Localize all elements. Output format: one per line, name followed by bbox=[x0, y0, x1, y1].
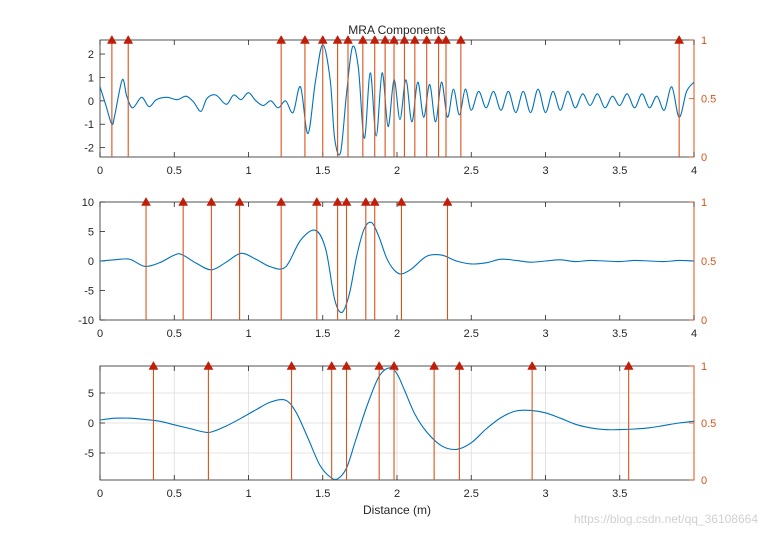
x-tick-label: 3 bbox=[542, 165, 548, 177]
stem-marker bbox=[429, 360, 440, 370]
x-tick-label: 0.5 bbox=[167, 488, 182, 500]
y2-tick-label: 1 bbox=[701, 35, 707, 47]
y2-tick-label: 0 bbox=[701, 152, 707, 164]
x-tick-label: 0 bbox=[97, 165, 103, 177]
stem-marker bbox=[527, 360, 538, 370]
stem-marker bbox=[326, 360, 337, 370]
stem-marker bbox=[389, 360, 399, 370]
stem-marker bbox=[203, 360, 214, 370]
y-tick-label: -5 bbox=[84, 448, 94, 460]
y-tick-label: -5 bbox=[84, 286, 94, 298]
y-tick-label: 0 bbox=[88, 256, 94, 268]
stem-marker bbox=[106, 34, 117, 44]
stem-marker bbox=[442, 196, 453, 206]
stem-marker bbox=[380, 34, 391, 44]
x-tick-label: 2.5 bbox=[464, 328, 479, 340]
y2-tick-label: 1 bbox=[701, 197, 707, 209]
x-tick-label: 1.5 bbox=[315, 328, 330, 340]
x-tick-label: 0 bbox=[97, 488, 103, 500]
stem-marker bbox=[276, 196, 287, 206]
x-tick-label: 4 bbox=[691, 328, 697, 340]
stem-marker bbox=[343, 34, 353, 44]
signal-line-1 bbox=[100, 221, 694, 314]
x-tick-label: 0 bbox=[97, 328, 103, 340]
stem-marker bbox=[341, 196, 352, 206]
stem-marker bbox=[369, 34, 380, 44]
x-tick-label: 3.5 bbox=[612, 488, 627, 500]
x-tick-label: 1.5 bbox=[315, 165, 330, 177]
y2-tick-label: 0.5 bbox=[701, 94, 716, 106]
x-tick-label: 3.5 bbox=[612, 328, 627, 340]
subplot-2: 0 0.5 1 1.5 2 2.5 3 3.5 4 -10 -5 0 5 10 0 0.5 1 bbox=[78, 196, 716, 340]
x-tick-label: 2 bbox=[394, 328, 400, 340]
x-tick-label: 2 bbox=[394, 165, 400, 177]
y-tick-label: 5 bbox=[88, 388, 94, 400]
stem-marker bbox=[317, 34, 328, 44]
chart-title: MRA Components bbox=[348, 23, 445, 37]
x-tick-label: 3 bbox=[542, 328, 548, 340]
stem-marker bbox=[148, 360, 159, 370]
y-tick-label: 1 bbox=[88, 72, 94, 84]
stem-marker bbox=[441, 34, 451, 44]
x-tick-label: 1 bbox=[245, 488, 251, 500]
y-tick-label: -2 bbox=[84, 143, 94, 155]
stem-marker bbox=[123, 34, 134, 44]
y-tick-label: -1 bbox=[84, 119, 94, 131]
x-tick-label: 3.5 bbox=[612, 165, 627, 177]
stem-marker bbox=[276, 34, 287, 44]
stem-marker bbox=[332, 196, 343, 206]
stem-marker bbox=[409, 34, 420, 44]
subplot-3: 0 0.5 1 1.5 2 2.5 3 3.5 -5 0 5 0 0.5 1 Distance (m) bbox=[84, 360, 716, 517]
stem-marker bbox=[300, 34, 310, 44]
y-tick-label: 0 bbox=[88, 96, 94, 108]
x-tick-label: 2.5 bbox=[464, 165, 479, 177]
x-tick-label: 4 bbox=[691, 165, 697, 177]
stem-marker bbox=[455, 34, 466, 44]
stem-marker bbox=[206, 196, 217, 206]
y2-tick-label: 0.5 bbox=[701, 418, 716, 430]
y-tick-label: 0 bbox=[88, 418, 94, 430]
watermark-text: https://blog.csdn.net/qq_36108664 bbox=[573, 512, 758, 526]
stem-marker bbox=[360, 196, 371, 206]
x-tick-label: 2.5 bbox=[464, 488, 479, 500]
stem-marker bbox=[332, 34, 343, 44]
x-tick-label: 2 bbox=[394, 488, 400, 500]
subplot-1: 0 0.5 1 1.5 2 2.5 3 3.5 4 -2 -1 0 1 2 0 0.5 1 MRA Compone… bbox=[84, 23, 716, 177]
stem-marker bbox=[341, 360, 352, 370]
x-tick-label: 0.5 bbox=[167, 328, 182, 340]
y2-tick-label: 0.5 bbox=[701, 256, 716, 268]
stem-marker bbox=[234, 196, 245, 206]
stem-marker bbox=[399, 34, 410, 44]
x-tick-label: 1 bbox=[245, 328, 251, 340]
x-axis-label: Distance (m) bbox=[363, 503, 431, 517]
stem-marker bbox=[454, 360, 465, 370]
stem-marker bbox=[357, 34, 368, 44]
stem-marker bbox=[389, 34, 399, 44]
y2-tick-label: 0 bbox=[701, 475, 707, 487]
stem-marker bbox=[286, 360, 297, 370]
x-tick-label: 0.5 bbox=[167, 165, 182, 177]
stem-marker bbox=[623, 360, 634, 370]
y-tick-label: -10 bbox=[78, 315, 94, 327]
y2-tick-label: 1 bbox=[701, 361, 707, 373]
stem-marker bbox=[374, 360, 385, 370]
stem-marker bbox=[141, 196, 151, 206]
signal-line-1 bbox=[100, 367, 694, 480]
stem-marker bbox=[421, 34, 432, 44]
stem-marker bbox=[396, 196, 407, 206]
y2-tick-label: 0 bbox=[701, 315, 707, 327]
y-tick-label: 5 bbox=[88, 227, 94, 239]
x-tick-label: 1.5 bbox=[315, 488, 330, 500]
signal-line-1 bbox=[100, 44, 694, 156]
x-tick-label: 3 bbox=[542, 488, 548, 500]
stem-marker bbox=[178, 196, 189, 206]
stem-marker bbox=[674, 34, 685, 44]
stem-marker bbox=[311, 196, 322, 206]
stem-marker bbox=[433, 34, 444, 44]
y-tick-label: 10 bbox=[82, 197, 94, 209]
y-tick-label: 2 bbox=[88, 49, 94, 61]
x-tick-label: 1 bbox=[245, 165, 251, 177]
stem-marker bbox=[369, 196, 380, 206]
